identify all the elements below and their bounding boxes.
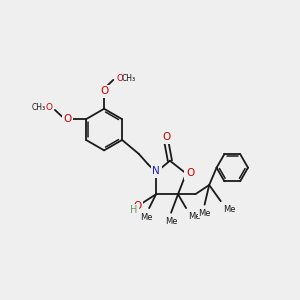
Text: Me: Me xyxy=(188,212,201,221)
Text: O: O xyxy=(186,168,194,178)
Text: CH₃: CH₃ xyxy=(122,74,136,83)
Text: O: O xyxy=(46,103,52,112)
Text: O: O xyxy=(133,202,141,212)
Text: CH₃: CH₃ xyxy=(32,103,46,112)
Text: O: O xyxy=(100,86,108,96)
Text: O: O xyxy=(117,74,124,83)
Text: N: N xyxy=(152,166,160,176)
Text: O: O xyxy=(162,132,171,142)
Text: H: H xyxy=(130,206,138,215)
Text: Me: Me xyxy=(141,213,153,222)
Text: Me: Me xyxy=(223,205,236,214)
Text: O: O xyxy=(64,114,72,124)
Text: Me: Me xyxy=(165,217,177,226)
Text: Me: Me xyxy=(198,209,211,218)
